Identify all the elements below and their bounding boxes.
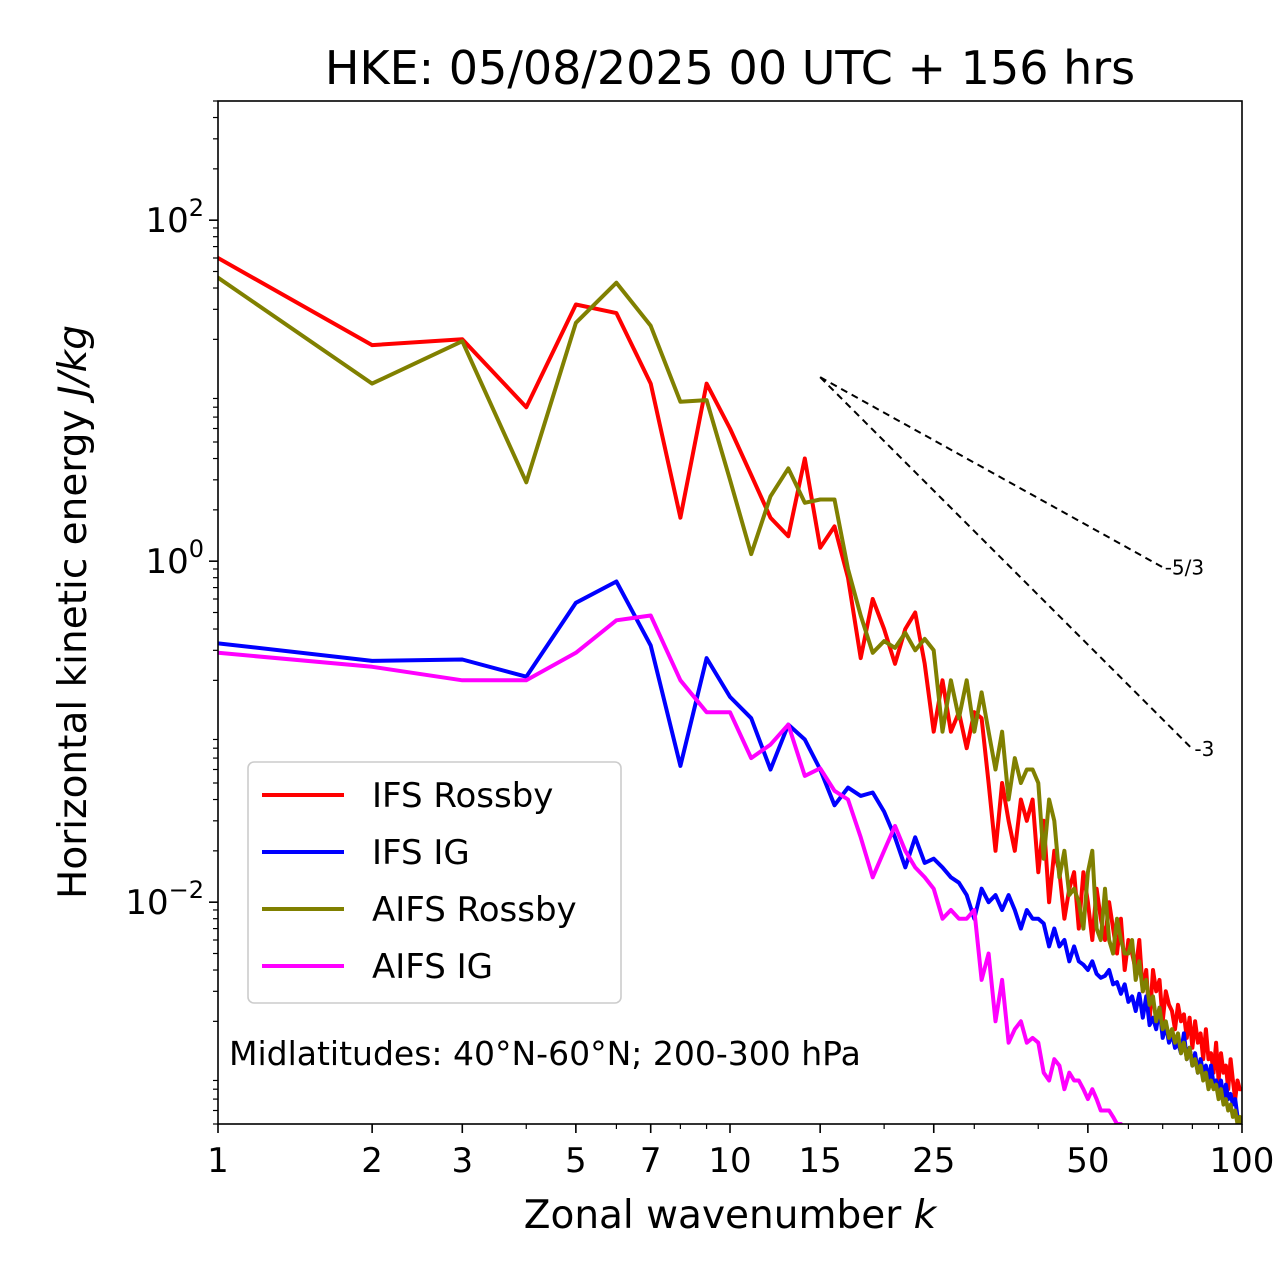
x-tick-label: 50	[1066, 1141, 1109, 1181]
y-tick-label: 102	[145, 194, 204, 241]
slope-line	[819, 376, 1164, 569]
x-tick-label: 25	[912, 1141, 955, 1181]
legend: IFS Rossby IFS IG AIFS Rossby AIFS IG	[247, 761, 622, 1004]
region-annotation: Midlatitudes: 40°N-60°N; 200-300 hPa	[229, 1034, 861, 1073]
slope-line	[819, 376, 1194, 750]
series-line-aifs-rossby	[218, 275, 1242, 1124]
x-tick-label: 7	[640, 1141, 662, 1181]
x-tick-label: 15	[799, 1141, 842, 1181]
legend-label: IFS Rossby	[372, 776, 553, 816]
slope-label: -5/3	[1165, 555, 1204, 579]
legend-label: AIFS Rossby	[372, 890, 577, 930]
y-tick-label: 10−2	[125, 876, 204, 923]
slope-label: -3	[1194, 737, 1214, 761]
x-tick-label: 100	[1210, 1141, 1275, 1181]
y-axis-label: Horizontal kinetic energy J/kg	[51, 325, 96, 899]
x-tick-label: 5	[565, 1141, 587, 1181]
legend-label: AIFS IG	[372, 947, 493, 987]
x-axis-label: Zonal wavenumber k	[524, 1193, 938, 1238]
series-line-aifs-ig	[218, 613, 1124, 1124]
x-tick-label: 10	[708, 1141, 751, 1181]
y-tick-label: 100	[145, 535, 204, 582]
legend-box	[247, 761, 622, 1004]
chart-title: HKE: 05/08/2025 00 UTC + 156 hrs	[325, 41, 1135, 95]
legend-label: IFS IG	[372, 833, 470, 873]
y-axis-ticks: 102 100 10−2	[125, 100, 218, 1125]
x-tick-label: 1	[207, 1141, 229, 1181]
x-tick-label: 3	[451, 1141, 473, 1181]
plot-frame	[217, 100, 1243, 1125]
reference-slopes: -5/3 -3	[819, 376, 1214, 761]
series-lines	[218, 255, 1242, 1124]
series-line-ifs-rossby	[218, 255, 1242, 1102]
x-tick-label: 2	[361, 1141, 383, 1181]
x-axis-ticks: 1 2 3 5 7 10 15 25 50 100	[207, 1124, 1274, 1181]
